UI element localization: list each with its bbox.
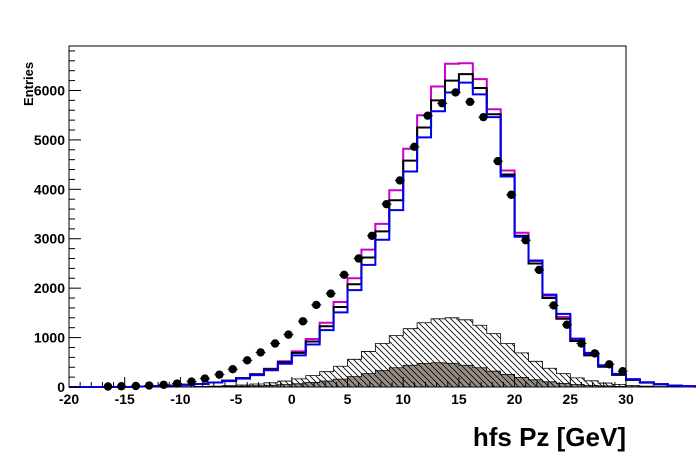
- data-point: [507, 190, 516, 199]
- data-point: [326, 289, 335, 298]
- data-point: [605, 360, 614, 369]
- data-point: [562, 320, 572, 329]
- y-tick-label: 6000: [34, 82, 65, 98]
- histogram-lines-layer: [69, 62, 696, 388]
- y-tick-label: 0: [57, 379, 65, 395]
- data-point: [215, 370, 224, 379]
- data-point: [395, 176, 405, 185]
- data-point: [117, 382, 126, 391]
- data-point: [270, 339, 280, 348]
- series-0-hist-line: [69, 62, 696, 388]
- x-tick-label: -10: [170, 391, 190, 407]
- x-tick-label: 20: [507, 391, 523, 407]
- data-point: [465, 97, 475, 107]
- y-axis-title: Entries: [21, 62, 36, 106]
- data-point: [159, 380, 168, 389]
- data-point: [103, 382, 113, 391]
- data-point: [367, 231, 377, 240]
- data-point: [590, 349, 600, 358]
- y-tick-label: 3000: [34, 231, 65, 247]
- data-point: [284, 330, 293, 339]
- data-point: [437, 99, 447, 108]
- y-tick-label: 2000: [34, 280, 65, 296]
- data-point: [256, 348, 265, 357]
- series-3-hatched-hist: [69, 317, 696, 388]
- data-point: [451, 88, 460, 97]
- x-tick-label: 0: [288, 391, 296, 407]
- x-tick-label: 15: [451, 391, 467, 407]
- x-tick-label: 5: [344, 391, 352, 407]
- x-tick-label: 10: [395, 391, 411, 407]
- series-1-hist-line: [69, 73, 696, 388]
- data-points-layer: [102, 88, 628, 391]
- y-tick-label: 5000: [34, 132, 65, 148]
- data-point: [243, 356, 252, 365]
- data-point: [618, 366, 627, 376]
- axes-layer: -20 -15 -10 -5 0 5 10 15 20 25 30 0 1000 2000 3000 4000…: [34, 50, 634, 407]
- data-point: [534, 265, 544, 275]
- x-tick-label: 25: [563, 391, 579, 407]
- x-tick-label: 30: [618, 391, 634, 407]
- data-point: [145, 381, 154, 390]
- data-point: [172, 379, 182, 388]
- x-tick-label: -20: [59, 391, 79, 407]
- data-point: [382, 199, 391, 209]
- plot-frame: [68, 45, 627, 388]
- data-point: [479, 112, 488, 122]
- data-point: [339, 270, 349, 280]
- data-point: [410, 142, 419, 152]
- data-point: [187, 377, 196, 386]
- x-axis-title: hfs Pz [GeV]: [473, 422, 626, 452]
- data-point: [298, 317, 308, 326]
- series-2-hist-line: [69, 81, 696, 388]
- x-tick-label: -5: [230, 391, 243, 407]
- x-tick-label: -15: [115, 391, 135, 407]
- data-point: [312, 300, 321, 310]
- data-point: [549, 301, 558, 310]
- data-point: [493, 156, 503, 166]
- data-point: [577, 339, 586, 348]
- data-point: [354, 254, 363, 263]
- hatched-background-layer: [69, 317, 696, 388]
- data-point: [423, 111, 432, 120]
- data-point: [200, 374, 210, 383]
- y-tick-label: 1000: [34, 330, 65, 346]
- data-point: [521, 236, 530, 245]
- y-tick-label: 4000: [34, 181, 65, 197]
- data-point: [228, 365, 237, 374]
